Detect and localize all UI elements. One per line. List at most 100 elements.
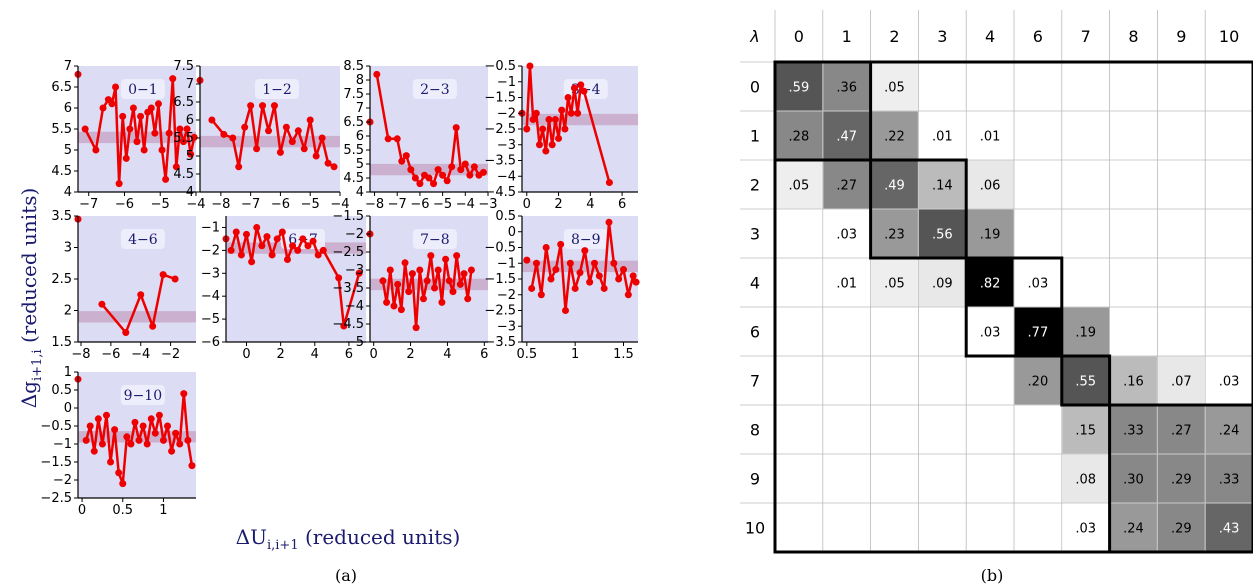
corner-label: λ (749, 27, 759, 46)
data-point (397, 306, 405, 314)
cell-fill (918, 209, 966, 258)
data-point (408, 270, 416, 278)
y-tick-label: −4 (497, 169, 516, 184)
data-point (90, 447, 98, 455)
x-tick-label: −6 (115, 197, 134, 212)
matrix-cell: .05 (775, 160, 823, 209)
cell-fill (775, 111, 823, 160)
data-point (564, 94, 572, 101)
data-point (407, 166, 415, 174)
data-point (456, 280, 464, 288)
y-tick-label: −3 (497, 319, 516, 334)
panel-title: 9−10 (120, 385, 165, 405)
series-line (525, 64, 611, 183)
data-point (479, 168, 487, 176)
data-point (309, 237, 317, 245)
matrix-cell: .15 (1062, 405, 1110, 454)
cell-fill (1157, 503, 1205, 552)
matrix-cell: .27 (823, 160, 871, 209)
data-point (168, 447, 176, 455)
y-tick-label: −1 (201, 220, 220, 235)
data-point (580, 87, 588, 95)
matrix-cell: .06 (966, 160, 1014, 209)
matrix-cell: .43 (1205, 503, 1253, 552)
matrix-cell: .07 (1157, 356, 1205, 405)
y-tick-label: 5 (186, 149, 194, 164)
matrix-cell: .14 (918, 160, 966, 209)
x-tick-label: 0 (78, 503, 86, 518)
col-label: 6 (1033, 27, 1043, 46)
x-tick-label: −4 (186, 197, 205, 212)
row-label: 7 (750, 372, 760, 391)
y-tick-label: −1 (497, 75, 516, 90)
mean-band (522, 113, 638, 126)
data-point (187, 150, 195, 158)
cell-value: .77 (1028, 326, 1049, 341)
data-point (127, 440, 135, 448)
cell-value: .05 (884, 81, 905, 96)
cell-fill (1062, 503, 1110, 552)
data-point (99, 104, 107, 112)
y-tick-label: 6.5 (51, 80, 72, 95)
x-tick-label: 4 (443, 347, 451, 362)
data-point (558, 106, 566, 114)
cell-value: .55 (1075, 375, 1096, 390)
scatter-panel-6: 7−8 −5 −4.5 −4 −3.5 −3 −2.5 −2 −1.5 0 2 4 6 (332, 209, 488, 362)
cell-fill (1062, 307, 1110, 356)
cell-value: .43 (1219, 522, 1240, 537)
x-tick-label: 2 (276, 347, 284, 362)
cell-value: .22 (884, 130, 905, 145)
x-tick-label: 4 (311, 347, 319, 362)
cell-value: .28 (789, 130, 810, 145)
data-point (557, 240, 565, 248)
y-tick-label: 3.5 (51, 209, 72, 224)
row-label: 8 (750, 421, 760, 440)
data-point (434, 166, 442, 174)
data-point (119, 480, 127, 488)
data-point (581, 247, 589, 255)
cell-fill (1205, 356, 1253, 405)
data-point (595, 272, 603, 280)
data-point (294, 246, 302, 254)
data-point (115, 469, 123, 477)
data-point (208, 116, 216, 124)
block-outline (964, 256, 1064, 358)
matrix-cell: .30 (1110, 454, 1157, 503)
cell-value: .19 (1075, 326, 1096, 341)
matrix-cell: .08 (1062, 454, 1110, 503)
y-tick-label: −3 (201, 266, 220, 281)
data-point (165, 129, 173, 137)
scatter-panel-8: 9−10 −2.5 −2 −1.5 −1 −0.5 0 0.5 1 0 0.5 1 (40, 365, 196, 518)
data-point (632, 278, 640, 286)
y-tick-label: −2.5 (40, 491, 72, 506)
data-point (551, 116, 559, 124)
panel-title: 4−6 (120, 229, 165, 249)
matrix-cell: .03 (1205, 356, 1253, 405)
y-tick-label: −5 (345, 335, 364, 350)
data-point (227, 246, 235, 254)
data-point (340, 322, 348, 330)
mean-band (200, 135, 340, 148)
data-point (542, 147, 550, 155)
y-tick-label: 6.5 (173, 95, 194, 110)
data-point (615, 275, 623, 283)
cell-fill (966, 111, 1014, 160)
cell-fill (871, 160, 918, 209)
data-point (162, 175, 170, 183)
matrix-cell: .03 (1062, 503, 1110, 552)
x-tick-label: 2 (554, 197, 562, 212)
y-tick-label: 4.5 (343, 171, 364, 186)
cell-value: .06 (980, 179, 1001, 194)
cell-value: .14 (932, 179, 953, 194)
data-point (386, 266, 394, 274)
y-tick-label: −1.5 (484, 91, 516, 106)
matrix-cell: .03 (966, 307, 1014, 356)
cell-fill (871, 258, 918, 307)
y-tick-label: −3.5 (332, 281, 364, 296)
data-point (179, 138, 187, 146)
data-point (610, 259, 618, 267)
y-tick-label: 1 (64, 365, 72, 380)
data-point (176, 125, 184, 133)
matrix-cell: .77 (1014, 307, 1062, 356)
data-point (566, 259, 574, 267)
